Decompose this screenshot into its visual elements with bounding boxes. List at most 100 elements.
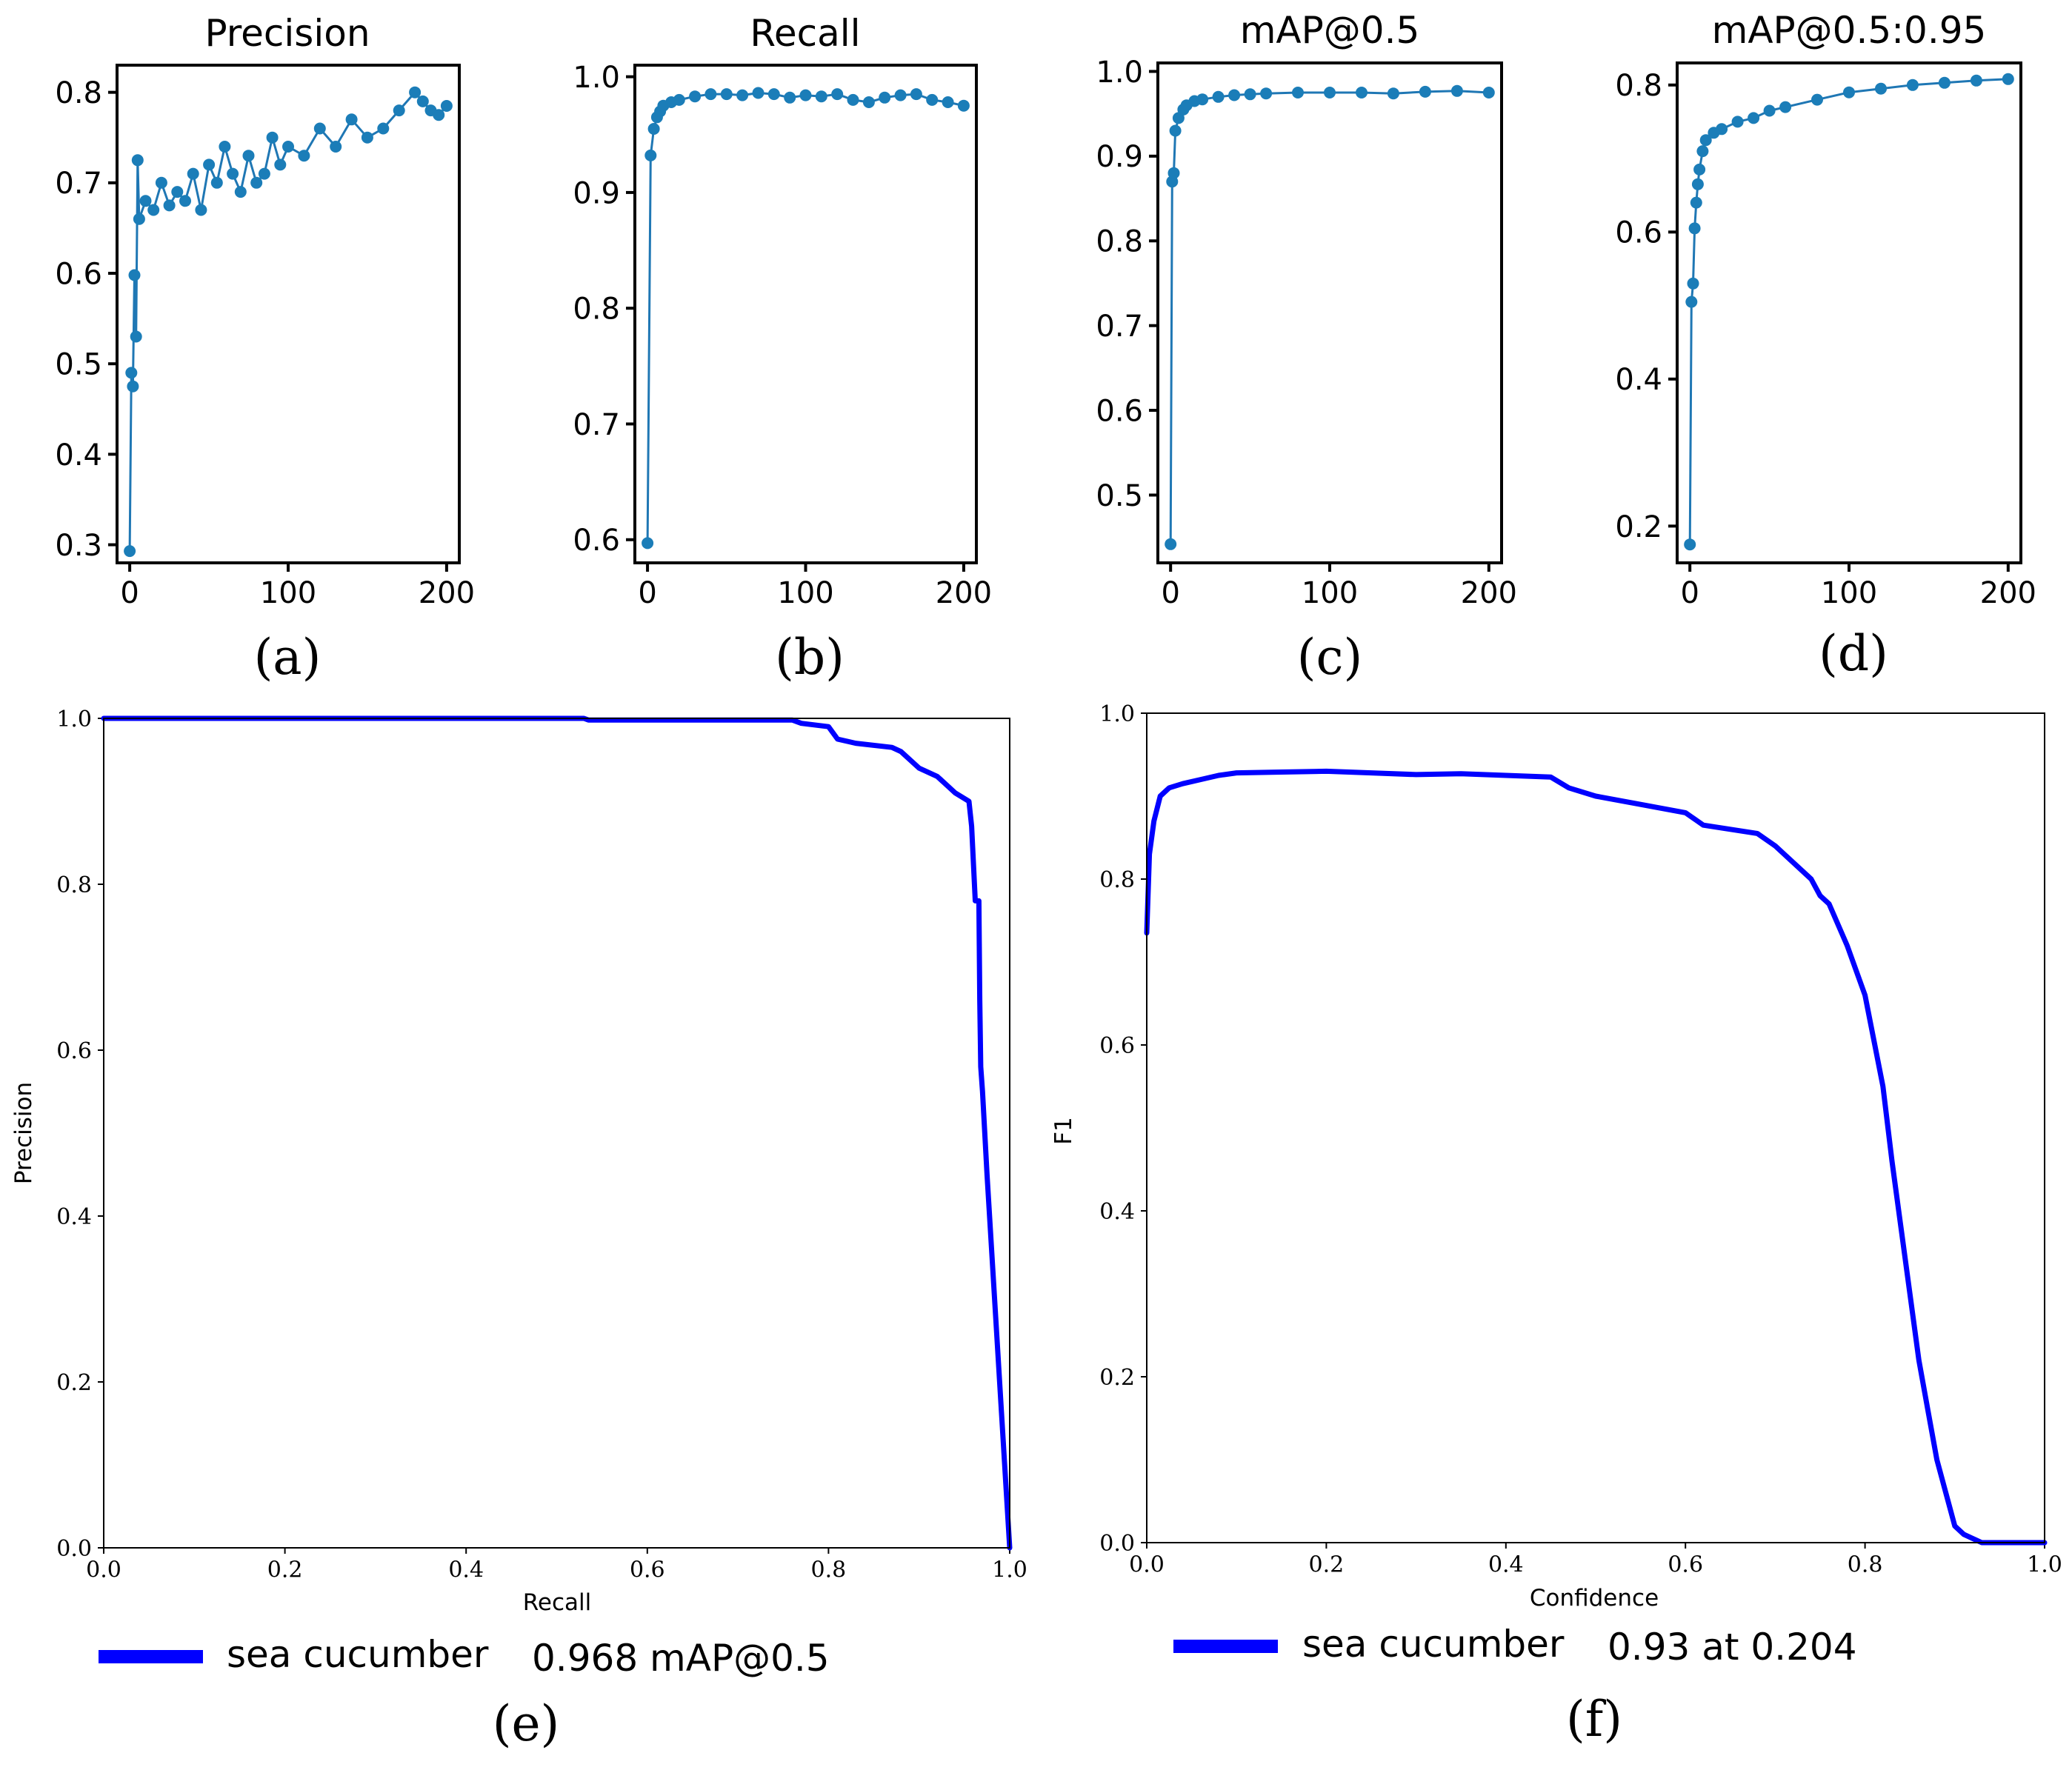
chart-a-data-point bbox=[127, 380, 139, 393]
chart-a-data-point bbox=[409, 86, 422, 98]
chart-f-panel-label: (f) bbox=[1566, 1691, 1622, 1748]
chart-b-data-point bbox=[720, 88, 733, 101]
chart-c-ytick-label: 0.7 bbox=[1096, 310, 1143, 344]
chart-a-data-point bbox=[234, 186, 247, 198]
chart-e-series-line bbox=[101, 715, 1013, 1551]
chart-d-ytick-label: 0.8 bbox=[1615, 69, 1662, 103]
chart-a-data-point bbox=[227, 167, 239, 180]
chart-b-xtick-label: 100 bbox=[777, 576, 833, 610]
chart-e-ytick-label: 1.0 bbox=[56, 707, 92, 732]
chart-b-data-point bbox=[767, 88, 780, 101]
chart-a-data-point bbox=[250, 176, 263, 189]
chart-d-data-point bbox=[1779, 101, 1792, 113]
chart-d-data-point bbox=[1748, 112, 1760, 124]
chart-b-data-point bbox=[704, 88, 717, 101]
chart-c-ytick-label: 0.5 bbox=[1096, 479, 1143, 513]
chart-c-panel-label: (c) bbox=[1297, 629, 1362, 686]
chart-a-data-point bbox=[345, 113, 358, 126]
chart-e-ytick-label: 0.8 bbox=[56, 872, 92, 898]
chart-c-data-point bbox=[1387, 87, 1399, 100]
chart-f-xtick-label: 1.0 bbox=[2027, 1552, 2062, 1578]
chart-d-data-point bbox=[1691, 178, 1704, 190]
chart-a-data-point bbox=[139, 195, 152, 207]
chart-b-data-point bbox=[736, 89, 749, 101]
chart-b-data-point bbox=[831, 88, 844, 101]
chart-b-data-point bbox=[647, 123, 660, 135]
chart-a-data-point bbox=[258, 167, 270, 180]
chart-f-plot-frame bbox=[1146, 712, 2045, 1543]
chart-a-title: Precision bbox=[204, 12, 370, 55]
chart-b-data-point bbox=[957, 99, 970, 112]
chart-c-data-point bbox=[1196, 93, 1209, 106]
chart-c-ytick-label: 0.8 bbox=[1096, 225, 1143, 259]
chart-b-data-point bbox=[894, 89, 907, 101]
chart-a-xtick-label: 0 bbox=[120, 576, 139, 610]
chart-a-data-point bbox=[147, 204, 160, 216]
chart-e-ytick-label: 0.0 bbox=[56, 1536, 92, 1562]
chart-b-data-point bbox=[926, 93, 939, 106]
chart-c-ytick-label: 0.6 bbox=[1096, 394, 1143, 428]
chart-a-data-point bbox=[130, 330, 142, 343]
chart-c-data-point bbox=[1260, 87, 1273, 100]
chart-d-data-point bbox=[1843, 86, 1855, 98]
chart-d-ytick-label: 0.2 bbox=[1615, 510, 1662, 544]
chart-c-data-point bbox=[1212, 90, 1225, 103]
chart-d-data-point bbox=[1716, 123, 1728, 136]
chart-a-data-point bbox=[416, 95, 429, 107]
chart-a-data-point bbox=[330, 141, 342, 153]
chart-a-data-point bbox=[433, 109, 445, 121]
chart-a-data-point bbox=[242, 150, 255, 162]
chart-c-data-point bbox=[1450, 84, 1463, 97]
chart-c-data-point bbox=[1167, 167, 1180, 179]
chart-e-xtick-label: 0.0 bbox=[86, 1557, 121, 1583]
chart-d-data-point bbox=[1685, 295, 1698, 308]
chart-b-title: Recall bbox=[750, 12, 860, 55]
chart-e-panel-label: (e) bbox=[493, 1695, 560, 1752]
chart-e-xtick-label: 0.2 bbox=[267, 1557, 303, 1583]
chart-b-ytick-label: 1.0 bbox=[573, 61, 620, 95]
chart-a-data-point bbox=[128, 269, 141, 281]
chart-c-axes: 0 100 200 0.5 0.6 0.7 0.8 0.9 1.0 bbox=[1096, 56, 1517, 610]
chart-a-ytick-label: 0.3 bbox=[55, 529, 102, 563]
chart-f-xlabel: Confidence bbox=[1530, 1585, 1659, 1612]
chart-c-data-point bbox=[1419, 85, 1431, 98]
chart-d-ytick-label: 0.4 bbox=[1615, 363, 1662, 397]
chart-e-legend-name: sea cucumber bbox=[227, 1633, 489, 1676]
chart-a-xtick-label: 200 bbox=[419, 576, 475, 610]
chart-e-ytick-label: 0.2 bbox=[56, 1370, 92, 1396]
chart-a-panel-label: (a) bbox=[254, 629, 322, 686]
chart-b-ytick-label: 0.6 bbox=[573, 524, 620, 558]
chart-c-data-point bbox=[1228, 89, 1241, 101]
chart-a-data-point bbox=[124, 545, 136, 558]
chart-a-data-point bbox=[219, 141, 231, 153]
chart-a-ytick-label: 0.7 bbox=[55, 167, 102, 201]
chart-c-ytick-label: 1.0 bbox=[1096, 56, 1143, 90]
chart-a-data-point bbox=[440, 100, 453, 112]
chart-d-data-point bbox=[1696, 145, 1709, 158]
chart-f-axes: 0.0 0.2 0.4 0.6 0.8 1.0 0.0 0.2 0.4 0.6 0.8 1.0 bbox=[1099, 701, 2062, 1578]
chart-d-data-point bbox=[1906, 79, 1919, 91]
chart-d-data-point bbox=[1688, 222, 1701, 235]
chart-f-ytick-label: 0.0 bbox=[1099, 1531, 1135, 1557]
chart-a-ytick-label: 0.5 bbox=[55, 348, 102, 382]
chart-c-xtick-label: 0 bbox=[1161, 576, 1179, 610]
chart-a-data-point bbox=[210, 176, 223, 189]
chart-e-xtick-label: 0.6 bbox=[630, 1557, 665, 1583]
chart-b-data-point bbox=[752, 87, 764, 99]
chart-b-data-point bbox=[879, 91, 891, 104]
chart-d-plot-frame bbox=[1676, 61, 2022, 564]
chart-c-data-point bbox=[1169, 124, 1182, 137]
chart-d-data-point bbox=[1763, 104, 1776, 117]
chart-c: mAP@0.5 0 100 200 0.5 0.6 0.7 0.8 0.9 1.0 (c) bbox=[1096, 9, 1517, 686]
chart-b-data-point bbox=[644, 149, 657, 161]
chart-a-plot-frame bbox=[116, 64, 461, 564]
chart-a-data-point bbox=[274, 158, 287, 171]
chart-a-xtick-label: 100 bbox=[260, 576, 316, 610]
chart-f-xtick-label: 0.8 bbox=[1848, 1552, 1883, 1578]
chart-f-legend-value: 0.93 at 0.204 bbox=[1608, 1626, 1857, 1669]
chart-d-data-point bbox=[1938, 76, 1951, 89]
chart-b-data-point bbox=[784, 91, 796, 104]
chart-a-data-point bbox=[203, 158, 216, 171]
chart-d-xtick-label: 0 bbox=[1680, 576, 1699, 610]
